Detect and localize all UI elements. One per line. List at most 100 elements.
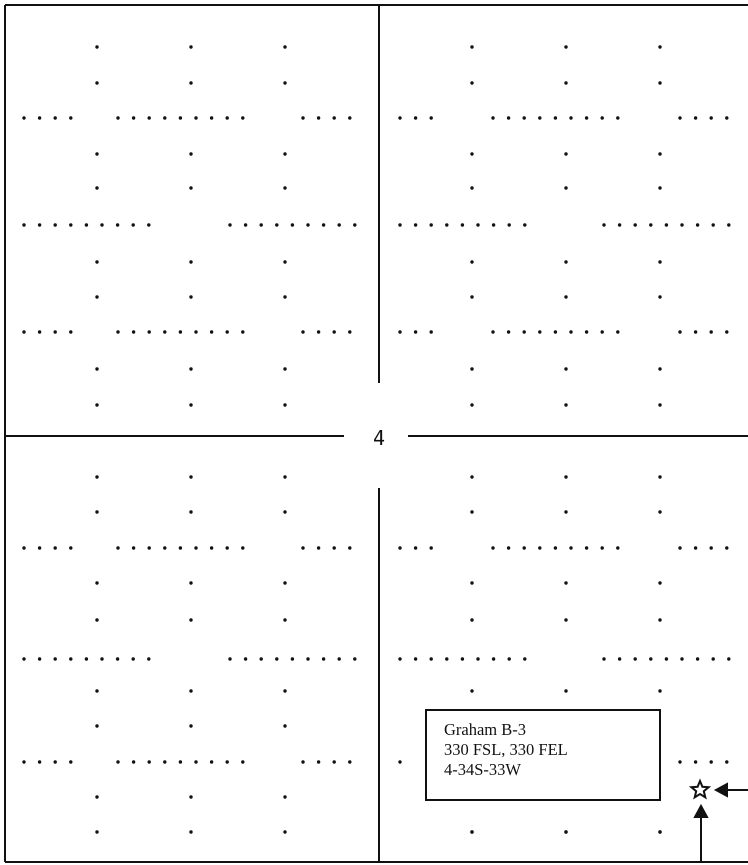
grid-dot <box>95 295 99 299</box>
grid-dot <box>22 330 26 334</box>
grid-dot <box>189 152 193 156</box>
grid-dot <box>633 657 637 661</box>
grid-dot <box>283 295 287 299</box>
grid-dot <box>69 330 73 334</box>
grid-dot <box>22 546 26 550</box>
grid-dot <box>695 657 700 661</box>
grid-dot <box>470 186 474 190</box>
grid-dot <box>678 330 682 334</box>
grid-dot <box>348 116 352 120</box>
grid-dot <box>600 116 604 120</box>
grid-dot <box>37 657 42 661</box>
grid-dot <box>658 81 662 85</box>
grid-dot <box>491 223 496 227</box>
grid-dot <box>84 657 89 661</box>
grid-dot <box>658 618 662 622</box>
grid-dot <box>429 223 433 227</box>
grid-dot <box>194 546 198 550</box>
grid-dot <box>564 81 568 85</box>
grid-dot <box>727 223 731 227</box>
grid-dot <box>316 760 321 764</box>
grid-dot <box>693 116 698 120</box>
grid-dot <box>178 330 183 334</box>
grid-dot <box>37 760 42 764</box>
grid-dot <box>332 546 336 550</box>
grid-dot <box>95 367 99 371</box>
grid-dot <box>569 546 573 550</box>
grid-dot <box>460 657 465 661</box>
grid-dot <box>616 546 620 550</box>
grid-dot <box>600 546 604 550</box>
grid-dot <box>283 795 287 799</box>
grid-dot <box>658 403 662 407</box>
grid-dot <box>283 367 287 371</box>
grid-dot <box>283 510 287 514</box>
grid-dot <box>53 760 57 764</box>
grid-dot <box>564 260 568 264</box>
grid-dot <box>163 116 167 120</box>
grid-dot <box>115 657 120 661</box>
grid-dot <box>228 657 232 661</box>
grid-dot <box>283 81 287 85</box>
grid-dot <box>602 223 606 227</box>
grid-dot <box>522 546 526 550</box>
grid-dot <box>163 760 167 764</box>
grid-dot <box>658 581 662 585</box>
grid-dot <box>131 657 135 661</box>
grid-dot <box>241 760 245 764</box>
grid-dot <box>564 689 568 693</box>
grid-dot <box>470 689 474 693</box>
grid-dot <box>564 295 568 299</box>
grid-dot <box>301 116 305 120</box>
grid-dot <box>95 830 99 834</box>
grid-dot <box>398 116 402 120</box>
grid-dot <box>69 116 73 120</box>
grid-dot <box>69 223 73 227</box>
grid-dot <box>617 657 622 661</box>
grid-dot <box>147 330 151 334</box>
grid-dot <box>429 116 433 120</box>
grid-dot <box>22 223 26 227</box>
grid-dot <box>194 116 198 120</box>
grid-dot <box>283 45 287 49</box>
grid-dot <box>189 367 193 371</box>
grid-dot <box>569 330 573 334</box>
grid-dot <box>649 657 653 661</box>
grid-dot <box>564 510 568 514</box>
grid-dot <box>95 689 99 693</box>
grid-dot <box>353 657 357 661</box>
grid-dot <box>225 546 229 550</box>
well-footage: 330 FSL, 330 FEL <box>444 740 568 759</box>
grid-dot <box>225 330 229 334</box>
grid-dot <box>445 223 449 227</box>
grid-dot <box>491 657 496 661</box>
grid-dot <box>259 657 263 661</box>
grid-dot <box>115 223 120 227</box>
grid-dot <box>538 546 542 550</box>
grid-dot <box>348 760 352 764</box>
grid-dot <box>95 724 99 728</box>
grid-dot <box>564 830 568 834</box>
grid-dot <box>178 546 183 550</box>
well-location: 4-34S-33W <box>444 760 521 779</box>
grid-dot <box>189 81 193 85</box>
grid-dot <box>189 403 193 407</box>
grid-dot <box>189 689 193 693</box>
grid-dot <box>470 618 474 622</box>
grid-dot <box>429 657 433 661</box>
grid-dot <box>507 657 511 661</box>
grid-dot <box>147 760 151 764</box>
grid-dot <box>189 510 193 514</box>
grid-dot <box>649 223 653 227</box>
grid-dot <box>131 223 135 227</box>
grid-dot <box>301 760 305 764</box>
grid-dot <box>53 116 57 120</box>
grid-dot <box>725 760 729 764</box>
pointer-arrow-south-head <box>693 803 709 818</box>
grid-dot <box>283 689 287 693</box>
grid-dot <box>584 330 589 334</box>
grid-dot <box>348 546 352 550</box>
grid-dot <box>53 657 57 661</box>
grid-dot <box>189 795 193 799</box>
grid-dot <box>37 330 42 334</box>
